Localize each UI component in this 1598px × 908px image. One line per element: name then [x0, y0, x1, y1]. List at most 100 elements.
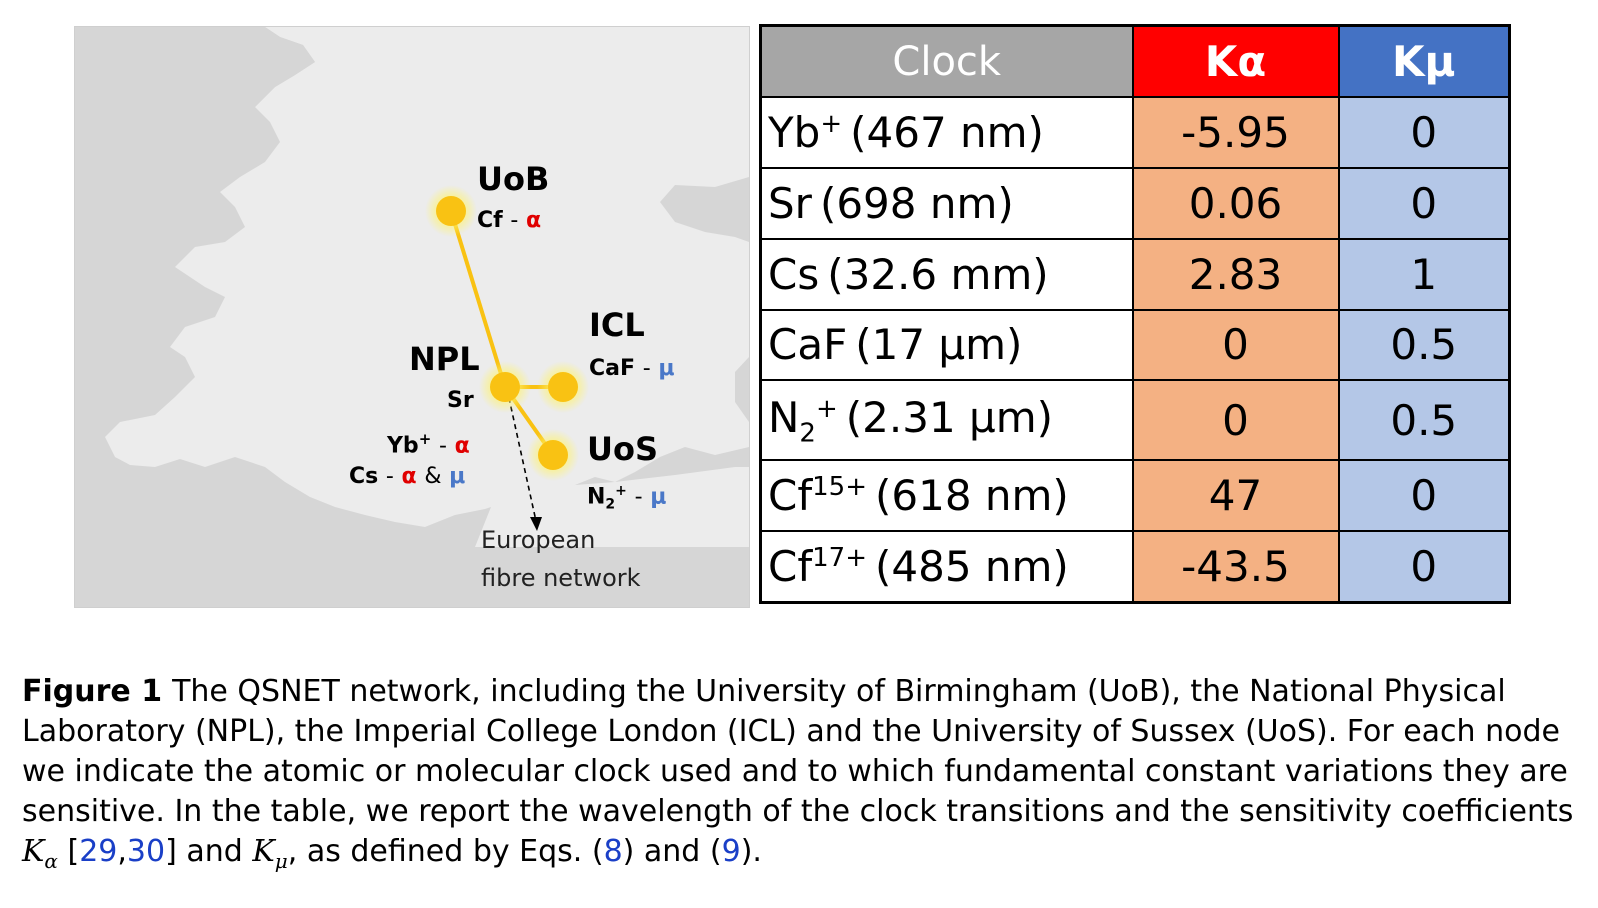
node-uob-dot	[436, 196, 466, 226]
table-body: Yb+ (467 nm) -5.95 0 Sr (698 nm) 0.06 0 Cs (32.6 …	[759, 96, 1511, 604]
icl-clock-species: CaF	[589, 356, 636, 381]
equation-8-link[interactable]: 8	[603, 834, 623, 869]
table-header-row: Clock Kα Kμ	[759, 24, 1511, 98]
cell-clock: N2+ (2.31 μm)	[759, 379, 1134, 462]
clock-superscript: 17+	[812, 542, 867, 573]
figure-caption: Figure 1 The QSNET network, including the…	[22, 672, 1582, 881]
npl-yb-dash: -	[438, 433, 447, 459]
clock-superscript: +	[815, 393, 838, 424]
clock-superscript: +	[820, 108, 843, 139]
clock-subscript: 2	[799, 417, 816, 448]
bracket-open: [	[57, 834, 80, 869]
cell-k-mu: 1	[1337, 237, 1511, 311]
header-k-alpha: Kα	[1131, 24, 1340, 98]
table-row: Cf15+ (618 nm) 47 0	[759, 459, 1511, 532]
clock-wavelength: (2.31 μm)	[845, 392, 1054, 442]
cell-k-alpha: 2.83	[1131, 237, 1340, 311]
node-uos-name: UoS	[587, 430, 659, 468]
table-row: Yb+ (467 nm) -5.95 0	[759, 96, 1511, 169]
clock-wavelength: (32.6 mm)	[827, 249, 1049, 299]
link-uob-npl	[449, 210, 507, 388]
caption-text-4: ).	[740, 834, 762, 869]
citation-30-link[interactable]: 30	[126, 834, 166, 869]
node-npl-clock-sr: Sr	[447, 388, 474, 413]
bracket-close: ]	[165, 834, 177, 869]
clock-wavelength: (618 nm)	[875, 471, 1069, 521]
k-mu-symbol: K	[252, 834, 275, 869]
cell-clock: CaF (17 μm)	[759, 308, 1134, 382]
node-npl-clock-yb: Yb+ - α	[387, 427, 470, 458]
cell-k-alpha: 47	[1131, 459, 1340, 532]
node-npl-clock-cs: Cs - α & μ	[349, 465, 465, 489]
uos-clock-species: N	[587, 484, 606, 510]
uob-alpha-symbol: α	[526, 208, 542, 233]
icl-mu-symbol: μ	[658, 356, 675, 381]
cell-k-alpha: 0.06	[1131, 166, 1340, 240]
table-row: Sr (698 nm) 0.06 0	[759, 166, 1511, 240]
cell-k-alpha: 0	[1131, 308, 1340, 382]
equation-9-link[interactable]: 9	[721, 834, 741, 869]
npl-yb-alpha-symbol: α	[454, 433, 470, 459]
npl-cs-and: &	[424, 464, 442, 489]
cell-k-mu: 0	[1337, 166, 1511, 240]
estuary-shape	[75, 27, 315, 107]
npl-cs-mu-symbol: μ	[449, 464, 466, 489]
clock-wavelength: (17 μm)	[855, 320, 1023, 370]
cell-clock: Cf15+ (618 nm)	[759, 459, 1134, 532]
cell-k-mu: 0	[1337, 529, 1511, 604]
clock-wavelength: (467 nm)	[850, 107, 1044, 157]
citation-29-link[interactable]: 29	[79, 834, 118, 869]
network-map: UoB Cf - α ICL CaF - μ NPL Sr Yb+ - α Cs…	[74, 26, 750, 608]
caption-text-1: The QSNET network, including the Univers…	[22, 674, 1574, 829]
npl-yb-species: Yb	[387, 433, 419, 459]
cell-clock: Cf17+ (485 nm)	[759, 529, 1134, 604]
clock-wavelength: (485 nm)	[875, 541, 1069, 591]
cell-clock: Sr (698 nm)	[759, 166, 1134, 240]
node-icl-clock: CaF - μ	[589, 357, 675, 381]
k-mu-subscript: μ	[274, 849, 288, 873]
caption-and: and	[176, 834, 253, 869]
caption-text-3: ) and (	[622, 834, 722, 869]
uob-dash: -	[510, 208, 519, 233]
cell-k-alpha: 0	[1131, 379, 1340, 462]
map-graphic	[75, 27, 749, 607]
caption-text-2: , as defined by Eqs. (	[287, 834, 604, 869]
fibre-note-line1: European	[481, 526, 596, 554]
node-uos-clock: N2+ - μ	[587, 479, 666, 517]
clock-sensitivity-table: Clock Kα Kμ Yb+ (467 nm) -5.95 0 Sr (698 nm) 0…	[759, 24, 1511, 604]
citation-separator: ,	[117, 834, 127, 869]
europe-arrowhead	[530, 517, 542, 531]
uob-clock-species: Cf	[477, 208, 503, 233]
header-clock: Clock	[759, 24, 1134, 98]
uos-clock-sup: +	[615, 483, 627, 499]
table-row: Cf17+ (485 nm) -43.5 0	[759, 529, 1511, 604]
cell-k-alpha: -43.5	[1131, 529, 1340, 604]
cell-k-mu: 0	[1337, 459, 1511, 532]
clock-species: Yb	[768, 107, 821, 157]
node-icl-name: ICL	[589, 306, 645, 344]
table-row: CaF (17 μm) 0 0.5	[759, 308, 1511, 382]
node-icl-dot	[548, 372, 578, 402]
clock-species: N	[768, 392, 800, 442]
node-npl-dot	[490, 372, 520, 402]
k-alpha-subscript: α	[44, 849, 58, 873]
clock-superscript: 15+	[812, 472, 867, 503]
npl-cs-species: Cs	[349, 464, 379, 489]
cell-k-mu: 0.5	[1337, 379, 1511, 462]
npl-cs-alpha-symbol: α	[401, 464, 417, 489]
figure-label: Figure 1	[22, 674, 163, 709]
cell-clock: Cs (32.6 mm)	[759, 237, 1134, 311]
cell-k-mu: 0	[1337, 96, 1511, 169]
cell-k-mu: 0.5	[1337, 308, 1511, 382]
cell-k-alpha: -5.95	[1131, 96, 1340, 169]
node-uos-dot	[538, 440, 568, 470]
node-npl-name: NPL	[409, 340, 480, 378]
uos-dash: -	[634, 484, 643, 510]
npl-yb-charge: +	[418, 430, 432, 448]
fibre-note-line2: fibre network	[481, 564, 641, 592]
header-k-mu: Kμ	[1337, 24, 1511, 98]
clock-wavelength: (698 nm)	[819, 178, 1014, 228]
table-row: N2+ (2.31 μm) 0 0.5	[759, 379, 1511, 462]
clock-species: Cs	[768, 249, 820, 299]
clock-species: Cf	[768, 471, 813, 521]
